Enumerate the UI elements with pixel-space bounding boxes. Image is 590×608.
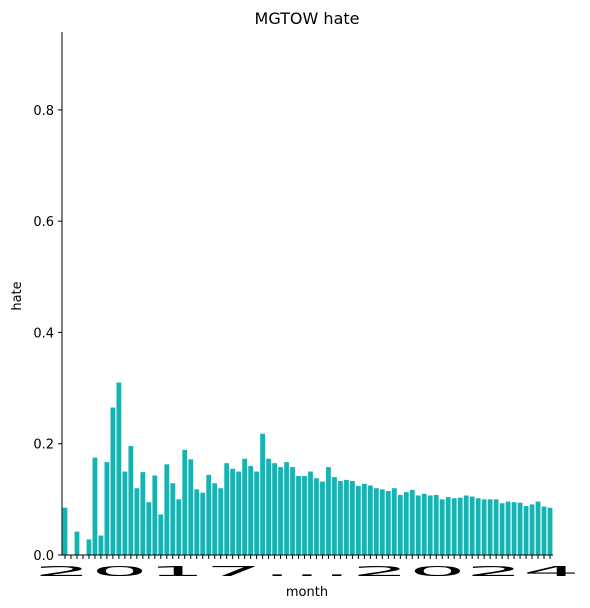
bar — [290, 467, 295, 555]
bar — [409, 489, 415, 555]
x-axis-label: month — [286, 585, 328, 600]
bar — [338, 481, 343, 555]
bar — [373, 488, 379, 555]
bar — [212, 483, 218, 555]
bar — [104, 462, 110, 555]
bar — [92, 457, 98, 555]
chart-title: MGTOW hate — [255, 9, 360, 28]
bar — [110, 407, 116, 555]
bar — [272, 463, 277, 555]
bar — [194, 489, 200, 555]
bar — [320, 481, 325, 555]
bar — [481, 499, 487, 555]
bar — [206, 474, 212, 555]
bar — [182, 449, 188, 555]
bar — [517, 502, 523, 555]
bar — [242, 458, 248, 555]
bar — [451, 498, 457, 555]
bar — [463, 495, 469, 555]
bar — [547, 507, 553, 555]
bar — [266, 458, 271, 555]
y-tick-label: 0.0 — [33, 549, 54, 564]
bar — [529, 504, 535, 555]
bar — [176, 499, 182, 555]
bar — [493, 499, 499, 555]
bar — [134, 488, 140, 555]
bar — [332, 477, 337, 555]
bar — [302, 475, 307, 555]
bar — [278, 467, 283, 555]
y-axis-label: hate — [10, 281, 25, 310]
x-axis-ticks: 2017…2024 — [34, 555, 580, 580]
bar — [445, 497, 451, 555]
bar — [535, 501, 541, 555]
bar — [308, 471, 313, 555]
bar — [469, 496, 475, 555]
bar — [523, 506, 529, 555]
bar — [86, 539, 92, 555]
bar — [541, 506, 547, 555]
bar — [116, 382, 122, 555]
bar — [74, 531, 80, 555]
bar — [511, 502, 517, 555]
bar — [505, 501, 511, 555]
bar — [248, 465, 254, 555]
bar — [200, 492, 206, 555]
bar — [427, 495, 433, 555]
bar — [284, 462, 289, 555]
y-tick-label: 0.6 — [33, 215, 54, 230]
bar — [152, 475, 158, 555]
bar — [385, 491, 391, 555]
bar — [344, 479, 349, 555]
bar — [367, 485, 373, 555]
bar — [146, 502, 152, 555]
bar — [164, 464, 170, 555]
bar — [433, 494, 439, 555]
bar — [230, 468, 236, 555]
bar — [122, 471, 128, 555]
y-tick-label: 0.8 — [33, 104, 54, 119]
bars-group — [62, 382, 553, 555]
bar — [415, 495, 421, 555]
bar — [158, 514, 164, 555]
bar — [314, 478, 319, 555]
y-axis-ticks: 0.0 0.2 0.4 0.6 0.8 — [33, 104, 62, 564]
bar — [254, 471, 259, 555]
bar — [62, 507, 68, 555]
bar — [457, 497, 463, 555]
bar — [236, 471, 242, 555]
bar — [170, 483, 176, 555]
bar — [421, 493, 427, 555]
bar — [361, 483, 367, 555]
bar — [487, 499, 493, 555]
bar — [499, 503, 505, 555]
bar — [224, 463, 230, 555]
bar — [260, 433, 265, 555]
bar — [356, 486, 361, 555]
bar — [188, 459, 194, 555]
bar — [475, 498, 481, 555]
bar — [218, 488, 224, 555]
y-tick-label: 0.2 — [33, 438, 54, 453]
bar — [350, 481, 355, 555]
x-tick-labels: 2017…2024 — [34, 565, 580, 580]
bar — [397, 494, 403, 555]
bar — [326, 467, 331, 555]
bar — [140, 472, 146, 555]
bar — [391, 488, 397, 555]
y-tick-label: 0.4 — [33, 326, 54, 341]
bar — [439, 499, 445, 555]
bar — [128, 445, 134, 555]
bar — [98, 535, 104, 555]
bar — [379, 489, 385, 555]
bar — [403, 492, 409, 555]
bar — [296, 475, 301, 555]
